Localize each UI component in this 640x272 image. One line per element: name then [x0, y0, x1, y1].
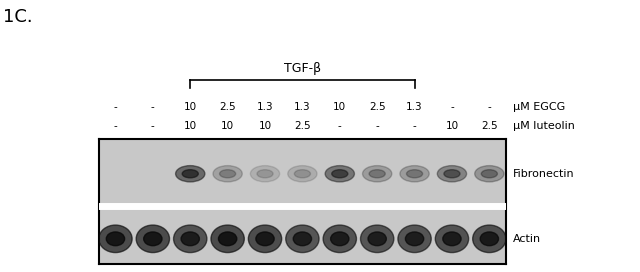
Ellipse shape — [362, 166, 392, 182]
Ellipse shape — [285, 225, 319, 253]
Ellipse shape — [405, 232, 424, 246]
Ellipse shape — [323, 225, 356, 253]
Ellipse shape — [256, 232, 274, 246]
Ellipse shape — [325, 166, 355, 182]
Text: μM luteolin: μM luteolin — [513, 122, 575, 131]
Text: 2.5: 2.5 — [294, 122, 310, 131]
Text: -: - — [151, 122, 155, 131]
Ellipse shape — [481, 170, 497, 178]
Text: 1C.: 1C. — [3, 8, 33, 26]
Ellipse shape — [250, 166, 280, 182]
Ellipse shape — [99, 225, 132, 253]
Text: 2.5: 2.5 — [369, 103, 385, 112]
Ellipse shape — [332, 170, 348, 178]
Text: 10: 10 — [333, 103, 346, 112]
Ellipse shape — [175, 166, 205, 182]
Text: 10: 10 — [221, 122, 234, 131]
Ellipse shape — [369, 170, 385, 178]
Ellipse shape — [443, 232, 461, 246]
Text: 1.3: 1.3 — [406, 103, 423, 112]
Ellipse shape — [106, 232, 125, 246]
Ellipse shape — [181, 232, 200, 246]
Text: 10: 10 — [184, 103, 196, 112]
Text: TGF-β: TGF-β — [284, 62, 321, 75]
Ellipse shape — [144, 232, 162, 246]
Ellipse shape — [368, 232, 387, 246]
Text: -: - — [488, 103, 492, 112]
Ellipse shape — [294, 170, 310, 178]
Text: -: - — [338, 122, 342, 131]
Text: -: - — [151, 103, 155, 112]
Ellipse shape — [444, 170, 460, 178]
Text: -: - — [113, 103, 117, 112]
Text: 10: 10 — [184, 122, 196, 131]
Ellipse shape — [136, 225, 170, 253]
Text: -: - — [375, 122, 379, 131]
Ellipse shape — [398, 225, 431, 253]
Ellipse shape — [248, 225, 282, 253]
Text: Actin: Actin — [513, 234, 541, 244]
Ellipse shape — [211, 225, 244, 253]
Text: 10: 10 — [445, 122, 458, 131]
Text: -: - — [113, 122, 117, 131]
Ellipse shape — [293, 232, 312, 246]
Ellipse shape — [218, 232, 237, 246]
Text: -: - — [413, 122, 417, 131]
Text: μM EGCG: μM EGCG — [513, 103, 566, 112]
Ellipse shape — [173, 225, 207, 253]
Ellipse shape — [400, 166, 429, 182]
Ellipse shape — [331, 232, 349, 246]
Text: 2.5: 2.5 — [481, 122, 498, 131]
Text: 1.3: 1.3 — [257, 103, 273, 112]
Text: 10: 10 — [259, 122, 271, 131]
Ellipse shape — [288, 166, 317, 182]
Text: Fibronectin: Fibronectin — [513, 169, 575, 179]
Ellipse shape — [406, 170, 422, 178]
Text: -: - — [450, 103, 454, 112]
Text: 1.3: 1.3 — [294, 103, 310, 112]
Ellipse shape — [182, 170, 198, 178]
Text: 2.5: 2.5 — [220, 103, 236, 112]
Ellipse shape — [480, 232, 499, 246]
Ellipse shape — [435, 225, 468, 253]
Ellipse shape — [473, 225, 506, 253]
Ellipse shape — [213, 166, 243, 182]
Ellipse shape — [437, 166, 467, 182]
Ellipse shape — [360, 225, 394, 253]
Ellipse shape — [220, 170, 236, 178]
Ellipse shape — [257, 170, 273, 178]
Ellipse shape — [475, 166, 504, 182]
